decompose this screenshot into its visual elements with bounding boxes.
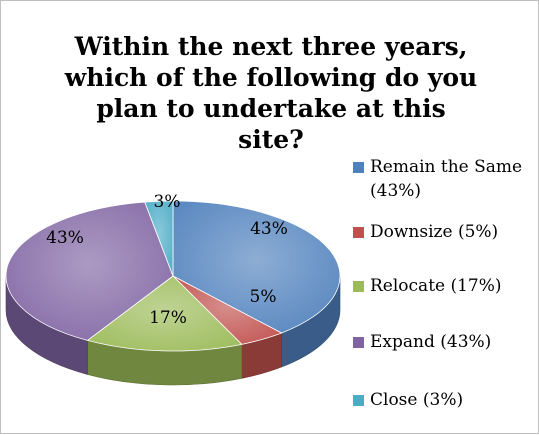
legend-swatch [353,281,364,292]
legend-swatch [353,162,364,173]
legend-label: Expand (43%) [370,332,492,352]
chart-title: Within the next three years, which of th… [64,32,478,154]
pie-slice-remain-the-same [172,200,341,334]
legend-swatch [353,337,364,348]
legend-label: Remain the Same (43%) [370,157,523,201]
pie-slice-relocate [86,275,243,352]
legend-label: Close (3%) [370,390,464,410]
data-label-downsize: 5% [250,287,277,307]
pie-slice-expand [5,201,174,341]
data-label-remain-the-same: 43% [250,219,288,239]
data-label-expand: 43% [46,228,84,248]
legend-label: Downsize (5%) [370,222,499,242]
data-label-close: 3% [154,192,181,212]
legend-swatch [353,227,364,238]
legend-swatch [353,395,364,406]
pie-slice-close [144,200,174,277]
legend-label: Relocate (17%) [370,276,502,296]
data-label-relocate: 17% [149,308,187,328]
